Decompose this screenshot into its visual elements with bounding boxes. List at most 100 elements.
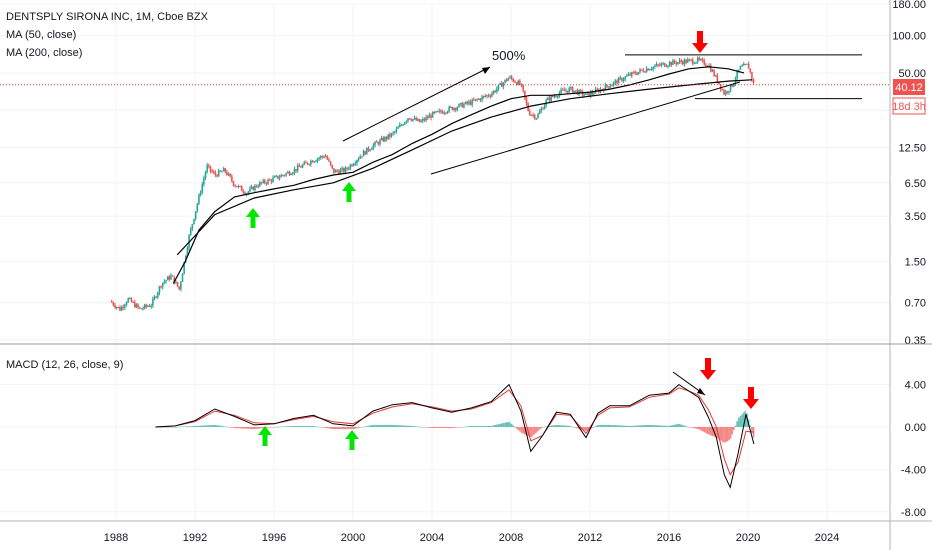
candle-body [216, 175, 218, 177]
histogram-bar [372, 424, 375, 427]
histogram-bar [375, 424, 378, 427]
histogram-bar [191, 426, 194, 427]
candle-body [492, 90, 495, 94]
candle-body [234, 185, 236, 187]
histogram-bar [673, 424, 676, 427]
candle-body [435, 111, 437, 113]
histogram-bar [387, 424, 390, 427]
candle-body [466, 101, 469, 104]
histogram-bar [718, 427, 720, 440]
histogram-bar [303, 425, 306, 427]
histogram-bar [634, 425, 636, 427]
candle-body [196, 203, 199, 212]
price-candles [110, 56, 755, 312]
histogram-bar [693, 427, 696, 429]
histogram-bar [616, 425, 618, 427]
candle-body [652, 66, 654, 69]
histogram-bar [438, 427, 441, 429]
histogram-bar [216, 425, 218, 427]
histogram-bar [400, 425, 403, 427]
histogram-bar [408, 425, 411, 427]
candle-body [326, 156, 329, 160]
legend-ma50: MA (50, close) [6, 29, 76, 41]
candle-body [395, 128, 398, 132]
candle-body [682, 61, 684, 65]
candle-body [672, 60, 674, 65]
candle-body [277, 175, 279, 179]
histogram-bar [487, 425, 490, 427]
histogram-bar [295, 425, 297, 427]
moving-average-lines [172, 66, 753, 284]
candle-body [688, 59, 691, 61]
candle-body [451, 107, 454, 111]
candle-body [318, 157, 320, 159]
candle-body [524, 90, 526, 98]
candle-body [384, 136, 386, 142]
histogram-bar [553, 425, 556, 427]
candle-body [244, 192, 246, 195]
histogram-bar [680, 424, 682, 427]
histogram-bar [410, 425, 413, 427]
candle-body [214, 172, 217, 176]
candle-body [433, 111, 436, 113]
histogram-bar [617, 425, 620, 427]
candle-body [145, 304, 148, 307]
histogram-bar [214, 424, 217, 427]
histogram-bar [285, 426, 287, 427]
candle-body [275, 175, 278, 177]
candle-body [344, 167, 347, 172]
histogram-bar [657, 425, 659, 427]
candle-body [729, 84, 732, 91]
candle-body [540, 108, 543, 112]
ma50-line [172, 66, 745, 284]
candle-body [305, 162, 307, 164]
histogram-bar [570, 426, 572, 427]
candle-body [721, 89, 724, 91]
candle-body [257, 186, 259, 188]
candle-body [749, 68, 752, 73]
histogram-bar [394, 425, 396, 427]
histogram-bar [686, 426, 689, 428]
histogram-bar [714, 427, 717, 438]
histogram-bar [240, 427, 243, 429]
candle-body [538, 111, 541, 115]
candle-body [588, 92, 590, 97]
green-up-arrow-icon [246, 208, 260, 228]
candle-body [321, 156, 324, 158]
histogram-bar [500, 423, 503, 427]
candle-body [724, 91, 727, 95]
candle-body [733, 83, 735, 87]
candle-body [667, 65, 669, 67]
histogram-bar [596, 425, 599, 427]
histogram-bar [250, 427, 253, 429]
candle-body [288, 171, 291, 175]
x-tick-label: 1988 [104, 532, 128, 544]
histogram-bar [524, 427, 526, 435]
histogram-bar [594, 426, 597, 427]
histogram-bar [619, 425, 622, 427]
candle-body [412, 119, 414, 121]
histogram-bar [362, 426, 365, 428]
candle-body [464, 101, 467, 105]
histogram-bar [175, 426, 177, 428]
candle-body [673, 60, 676, 63]
histogram-bar [530, 427, 533, 438]
candle-body [680, 60, 682, 62]
candle-body [502, 82, 505, 87]
candle-body [621, 77, 623, 81]
price-y-tick-label: 1.50 [905, 257, 926, 269]
histogram-bar [606, 424, 608, 427]
x-tick-label: 2004 [420, 532, 444, 544]
price-y-tick-label: 180.00 [892, 0, 926, 11]
candle-body [509, 76, 511, 79]
histogram-bar [670, 425, 673, 427]
candle-body [242, 191, 245, 193]
histogram-bar [311, 425, 314, 427]
histogram-bar [321, 427, 324, 428]
histogram-bar [217, 425, 220, 427]
green-up-arrow-icon [258, 426, 272, 446]
candle-body [387, 134, 390, 139]
histogram-bar [663, 425, 666, 427]
candle-body [584, 93, 587, 95]
candle-body [374, 141, 376, 145]
